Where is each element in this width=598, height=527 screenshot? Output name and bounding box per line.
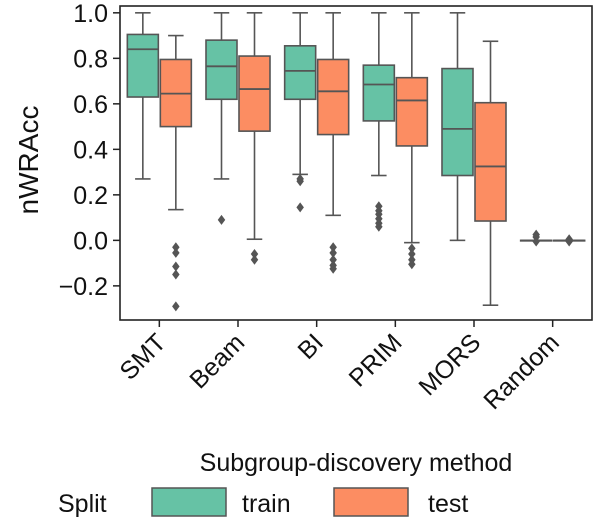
- outlier-point: [172, 242, 180, 253]
- y-tick-label: 0.2: [73, 182, 108, 210]
- outlier-point: [329, 254, 337, 265]
- x-axis-label: Subgroup-discovery method: [200, 449, 513, 477]
- y-tick-label: 0.0: [73, 227, 108, 255]
- legend-label-train: train: [242, 490, 291, 518]
- outlier-point: [565, 236, 573, 247]
- plot-frame: [119, 5, 593, 321]
- box: [362, 64, 396, 122]
- series-train: [126, 12, 553, 247]
- y-tick-label: 0.8: [73, 45, 108, 73]
- outlier-point: [172, 301, 180, 312]
- x-tick-label: SMT: [114, 328, 171, 385]
- box: [238, 55, 271, 132]
- y-tick-label: 0.6: [73, 91, 108, 119]
- y-tick-label: −0.2: [59, 273, 108, 301]
- box: [395, 76, 429, 147]
- outlier-point: [250, 254, 259, 265]
- y-axis-label: nWRAcc: [13, 106, 44, 215]
- legend: Split train test: [58, 487, 468, 518]
- x-tick-label: Beam: [184, 328, 250, 394]
- y-tick-label: 1.0: [73, 0, 108, 28]
- box: [441, 67, 474, 177]
- x-tick-label: PRIM: [344, 328, 408, 392]
- plot-area: [126, 12, 586, 312]
- outlier-point: [375, 221, 383, 232]
- series-test: [159, 12, 586, 312]
- y-tick-label: 0.4: [73, 136, 108, 164]
- outlier-point: [296, 176, 304, 187]
- box: [126, 33, 160, 98]
- legend-label-test: test: [428, 490, 468, 518]
- x-tick-label: BI: [292, 328, 329, 365]
- y-axis: 1.0 0.8 0.6 0.4 0.2 0.0 −0.2: [59, 0, 120, 301]
- x-tick-label: Random: [478, 328, 565, 415]
- outlier-point: [296, 202, 304, 213]
- legend-swatch-train: [151, 487, 227, 517]
- outlier-point: [329, 242, 337, 253]
- outlier-point: [217, 214, 226, 225]
- x-tick-label: MORS: [413, 328, 486, 401]
- outlier-point: [172, 261, 180, 272]
- legend-swatch-test: [333, 487, 409, 517]
- outlier-point: [532, 236, 540, 247]
- outlier-point: [172, 247, 180, 258]
- box: [205, 39, 238, 101]
- box: [316, 58, 350, 136]
- outlier-point: [329, 263, 337, 274]
- box: [283, 45, 317, 101]
- legend-title: Split: [58, 490, 107, 518]
- outlier-point: [329, 247, 337, 258]
- outlier-point: [172, 269, 180, 280]
- outlier-point: [408, 259, 416, 270]
- outlier-point: [250, 249, 259, 260]
- box: [474, 101, 507, 222]
- outlier-point: [408, 243, 416, 254]
- outlier-point: [408, 249, 416, 260]
